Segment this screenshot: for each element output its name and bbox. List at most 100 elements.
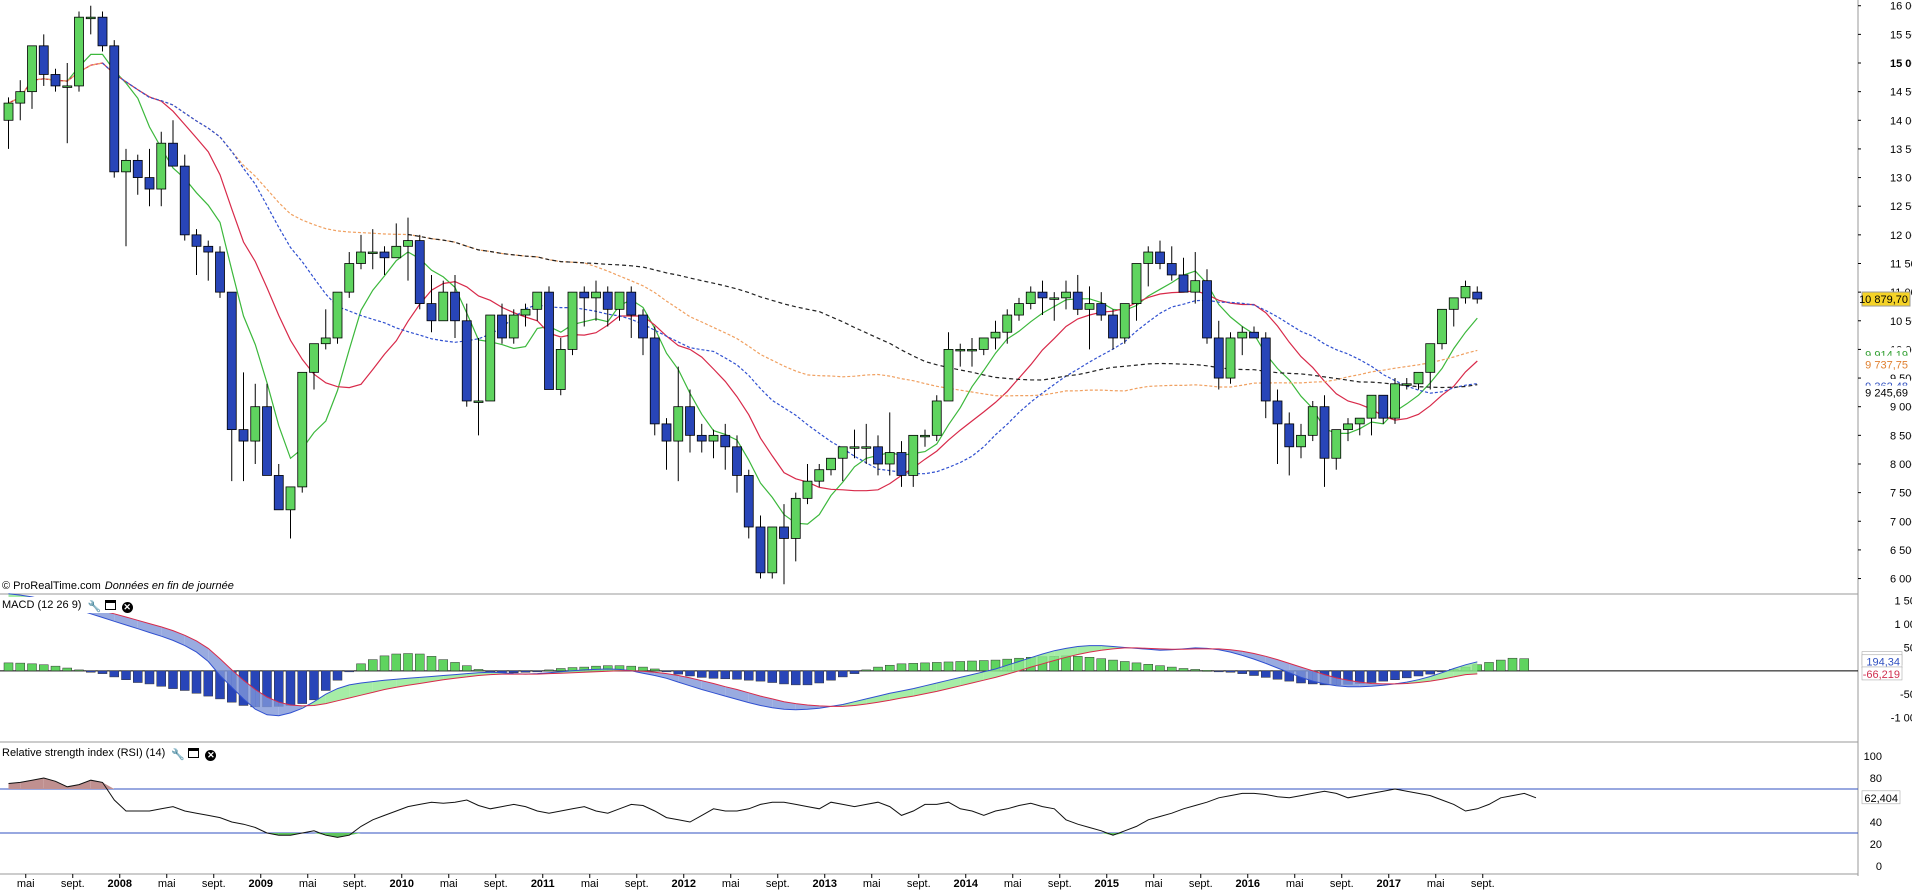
candle-up: [1084, 303, 1095, 310]
macd-fill: [854, 698, 867, 706]
candle-up: [1343, 423, 1353, 431]
macd-histogram-bar: [1237, 670, 1247, 674]
wrench-icon[interactable]: 🔧: [171, 749, 185, 761]
close-icon[interactable]: ✕: [121, 602, 133, 613]
time-tick-label: mai: [1145, 878, 1163, 890]
candle-down: [1319, 406, 1330, 459]
macd-histogram-bar: [650, 668, 660, 672]
macd-histogram-bar: [1073, 656, 1083, 672]
macd-histogram-bar: [744, 670, 754, 681]
candle-up: [943, 349, 954, 402]
macd-histogram-bar: [462, 665, 472, 672]
macd-histogram-bar: [1178, 668, 1189, 672]
candle-down: [168, 142, 178, 167]
candle-down: [1108, 314, 1118, 339]
macd-histogram-bar: [943, 661, 954, 672]
macd-histogram-bar: [1425, 670, 1435, 675]
wrench-icon[interactable]: 🔧: [87, 601, 102, 613]
macd-histogram-bar: [967, 660, 977, 672]
ma-line-green: [8, 53, 1478, 525]
macd-fill: [983, 668, 996, 681]
macd-fill: [889, 690, 902, 701]
candle-up: [367, 251, 378, 254]
rsi-overbought-fill: [55, 781, 68, 789]
macd-fill: [1066, 646, 1078, 658]
candle-down: [1272, 400, 1283, 425]
candle-down: [497, 314, 507, 339]
macd-tick-label: -500: [1900, 689, 1912, 701]
candle-up: [1307, 406, 1318, 436]
candle-up: [320, 337, 331, 345]
macd-histogram-bar: [1096, 658, 1106, 672]
time-tick-label: sept.: [1471, 878, 1495, 890]
price-tick-label: 8 500: [1890, 430, 1912, 442]
time-tick-label: 2011: [531, 878, 555, 890]
price-tick-label: 11 500: [1890, 258, 1912, 270]
macd-histogram-bar: [438, 659, 448, 672]
candle-down: [191, 234, 202, 247]
close-icon[interactable]: ✕: [205, 750, 217, 761]
macd-fill: [325, 688, 338, 704]
window-icon[interactable]: [104, 600, 116, 610]
price-tag-box: [1862, 385, 1910, 400]
candle-up: [1119, 303, 1130, 339]
macd-fill: [220, 658, 232, 688]
candle-down: [1037, 291, 1048, 299]
axes: 16 000 15 500 15 000 14 500 14 000 13 500 13 0…: [17, 1, 1912, 890]
time-tick-label: 2010: [390, 878, 414, 890]
price-tick-label: 6 500: [1890, 545, 1912, 557]
candle-down: [50, 74, 61, 87]
price-tick-label: 16 000: [1890, 1, 1912, 13]
price-tag-box: [1861, 291, 1911, 307]
rsi-oversold-fill: [1113, 833, 1125, 836]
candle-down: [685, 406, 695, 436]
time-tick-label: sept.: [202, 878, 226, 890]
candle-down: [696, 434, 707, 442]
macd-histogram-bar: [321, 670, 331, 691]
time-tick-label: 2008: [108, 878, 132, 890]
candle-down: [273, 475, 284, 511]
time-tick-label: mai: [299, 878, 317, 890]
time-tick-label: 2014: [954, 878, 979, 890]
macd-tag: -66,219: [1863, 669, 1900, 681]
candle-up: [555, 349, 566, 390]
macd-histogram-bar: [908, 663, 918, 672]
macd-histogram-bar: [1190, 669, 1200, 672]
candle-up: [356, 251, 366, 264]
macd-fill: [901, 688, 914, 698]
candle-up: [85, 16, 96, 20]
candle-up: [1237, 331, 1248, 339]
macd-fill: [701, 680, 714, 693]
window-icon[interactable]: [188, 748, 200, 758]
price-tick-label: 8 000: [1890, 459, 1912, 471]
macd-histogram-bar: [1378, 670, 1388, 682]
time-tick-label: mai: [158, 878, 176, 890]
candle-down: [1260, 337, 1271, 402]
candle-down: [638, 314, 648, 339]
candle-down: [755, 526, 766, 574]
candle-up: [1437, 308, 1447, 345]
candle-up: [837, 446, 848, 459]
candle-up: [978, 337, 989, 350]
candle-down: [144, 177, 155, 190]
macd-histogram-bar: [955, 661, 965, 672]
rsi-overbought-fill: [32, 778, 44, 789]
candle-up: [908, 434, 919, 476]
time-tick-label: sept.: [625, 878, 649, 890]
macd-histogram-bar: [767, 670, 777, 683]
candle-up: [1425, 343, 1436, 373]
candle-up: [508, 314, 519, 339]
candle-down: [461, 320, 472, 402]
macd-fill: [267, 697, 279, 716]
rsi-header: Relative strength index (RSI) (14) 🔧 ✕: [0, 745, 217, 761]
rsi-overbought-fill: [79, 780, 91, 789]
candle-up: [1296, 434, 1306, 448]
macd-histogram-bar: [191, 670, 202, 694]
candle-down: [661, 423, 672, 442]
macd-histogram-bar: [180, 670, 190, 691]
candle-up: [920, 434, 930, 438]
candle-up: [309, 343, 319, 373]
rsi-overbought-fill: [67, 784, 79, 789]
rsi-oversold-fill: [337, 833, 350, 838]
rsi-oversold-fill: [278, 833, 291, 836]
